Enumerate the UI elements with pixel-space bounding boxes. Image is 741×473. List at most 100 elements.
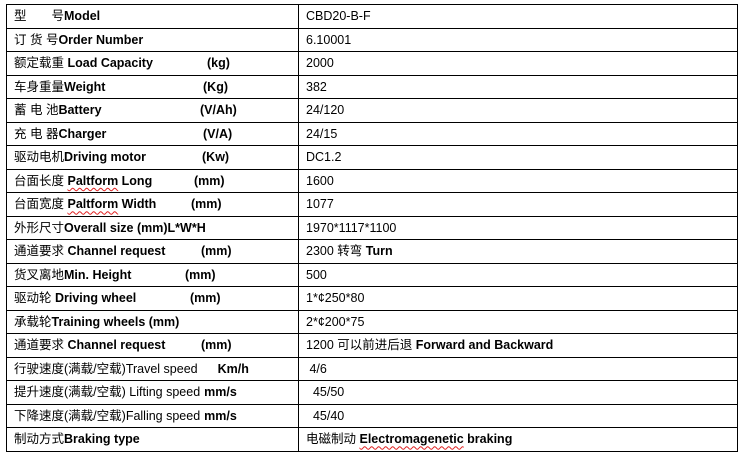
spec-label: 驱动轮 Driving wheel (mm) <box>6 286 299 311</box>
spec-row: 订 货 号Order Number 6.10001 <box>6 27 738 52</box>
spec-value: 1*¢250*80 <box>298 286 738 311</box>
label-chinese: 制动方式 <box>14 432 65 447</box>
label-chinese: 外形尺寸 <box>14 220 65 235</box>
value-text: 2300 转弯 <box>306 244 366 259</box>
spec-row: 驱动轮 Driving wheel (mm) 1*¢250*80 <box>6 286 738 311</box>
spec-row: 型 号Model CBD20-B-F <box>6 4 738 29</box>
value-text: 1077 <box>306 197 334 212</box>
value-text: 1*¢250*80 <box>306 291 365 306</box>
value-text: 24/15 <box>306 126 338 141</box>
label-english: Battery <box>58 103 102 118</box>
spec-row: 通道要求 Channel request (mm) 1200 可以前进后退 Forw… <box>6 333 738 358</box>
spec-value: 6.10001 <box>298 27 738 52</box>
spec-label: 额定载重 Load Capacity (kg) <box>6 51 299 76</box>
label-english: Driving motor <box>64 150 146 165</box>
spec-label: 承载轮Training wheels (mm) <box>6 309 299 334</box>
label-english: Travel speed <box>125 361 198 376</box>
spec-value: 1970*1117*1100 <box>298 215 738 240</box>
value-text: 45/50 <box>306 385 345 400</box>
spec-value: 1077 <box>298 192 738 217</box>
spec-table: 型 号Model CBD20-B-F 订 货 号Order Number 6.1000… <box>6 4 738 452</box>
label-unit: (V/Ah) <box>200 103 237 117</box>
spec-value: 45/40 <box>298 403 738 428</box>
value-text: 382 <box>306 79 327 94</box>
spec-value: 2*¢200*75 <box>298 309 738 334</box>
value-text: Electromagenetic <box>359 432 464 447</box>
label-unit: (Kw) <box>202 150 230 164</box>
value-text: 2000 <box>306 56 334 71</box>
value-text: Turn <box>365 244 393 259</box>
label-chinese: 型 号 <box>14 9 65 24</box>
label-english: Weight <box>64 79 106 94</box>
label-unit: (mm) <box>185 267 216 282</box>
spec-row: 行驶速度(满载/空载)Travel speed Km/h 4/6 <box>6 356 738 381</box>
value-text: 500 <box>306 267 327 282</box>
spec-row: 蓄 电 池Battery (V/Ah) 24/120 <box>6 98 738 123</box>
label-chinese: 充 电 器 <box>14 126 59 141</box>
spec-label: 提升速度(满载/空载) Lifting speed mm/s <box>6 380 299 405</box>
spec-value: 1200 可以前进后退 Forward and Backward <box>298 333 738 358</box>
spellcheck-word: Paltform <box>67 197 119 212</box>
spec-label: 台面宽度 Paltform Width (mm) <box>6 192 299 217</box>
label-english: Paltform Long <box>67 173 153 188</box>
label-chinese: 车身重量 <box>14 79 65 94</box>
value-text: DC1.2 <box>306 150 342 165</box>
spec-row: 货叉离地Min. Height (mm) 500 <box>6 262 738 287</box>
spec-value: 电磁制动 Electromagenetic braking <box>298 427 738 452</box>
spec-label: 行驶速度(满载/空载)Travel speed Km/h <box>6 356 299 381</box>
label-chinese: 额定载重 <box>14 56 68 71</box>
label-unit: (mm) <box>190 291 221 305</box>
label-unit: (mm) <box>194 173 225 188</box>
label-english: Model <box>64 9 101 24</box>
label-english: Falling speed <box>125 408 201 423</box>
spec-label: 台面长度 Paltform Long (mm) <box>6 168 299 193</box>
label-chinese: 提升速度(满载/空载) <box>14 385 130 400</box>
spec-row: 承载轮Training wheels (mm) 2*¢200*75 <box>6 309 738 334</box>
label-chinese: 蓄 电 池 <box>14 103 59 118</box>
label-chinese: 驱动轮 <box>14 291 55 306</box>
spec-label: 型 号Model <box>6 4 299 29</box>
spec-value: DC1.2 <box>298 145 738 170</box>
value-text: CBD20-B-F <box>306 9 371 24</box>
value-text: 2*¢200*75 <box>306 314 365 329</box>
spec-value: CBD20-B-F <box>298 4 738 29</box>
value-text: braking <box>463 432 513 447</box>
spec-value: 45/50 <box>298 380 738 405</box>
label-unit: mm/s <box>204 408 237 423</box>
spec-row: 台面宽度 Paltform Width (mm) 1077 <box>6 192 738 217</box>
label-unit: (Kg) <box>203 79 228 94</box>
label-english: Driving wheel <box>54 291 137 306</box>
spec-row: 下降速度(满载/空载)Falling speed mm/s 45/40 <box>6 403 738 428</box>
spec-label: 通道要求 Channel request (mm) <box>6 239 299 264</box>
spellcheck-word: Paltform <box>67 173 119 188</box>
label-chinese: 台面长度 <box>14 173 68 188</box>
value-text: 24/120 <box>306 103 345 118</box>
label-english: Charger <box>58 126 107 141</box>
label-chinese: 行驶速度(满载/空载) <box>14 361 126 376</box>
label-english: Braking type <box>64 432 140 447</box>
label-chinese: 承载轮 <box>14 314 52 329</box>
label-chinese: 通道要求 <box>14 338 68 353</box>
spec-value: 24/15 <box>298 121 738 146</box>
spec-value: 4/6 <box>298 356 738 381</box>
label-english: Order Number <box>58 32 144 47</box>
spec-value: 2000 <box>298 51 738 76</box>
label-chinese: 驱动电机 <box>14 150 65 165</box>
spec-label: 下降速度(满载/空载)Falling speed mm/s <box>6 403 299 428</box>
label-unit: (mm) <box>201 244 232 258</box>
spec-row: 台面长度 Paltform Long (mm) 1600 <box>6 168 738 193</box>
spec-value: 1600 <box>298 168 738 193</box>
spec-row: 外形尺寸Overall size (mm)L*W*H 1970*1117*1100 <box>6 215 738 240</box>
label-english: Channel request <box>67 244 166 259</box>
spec-row: 制动方式Braking type 电磁制动 Electromagenetic br… <box>6 427 738 452</box>
label-chinese: 台面宽度 <box>14 197 68 212</box>
label-chinese: 订 货 号 <box>14 32 59 47</box>
label-english: Training wheels (mm) <box>51 314 180 329</box>
spec-row: 提升速度(满载/空载) Lifting speed mm/s 45/50 <box>6 380 738 405</box>
value-text: 1600 <box>306 173 334 188</box>
spec-value: 500 <box>298 262 738 287</box>
spec-label: 通道要求 Channel request (mm) <box>6 333 299 358</box>
spec-value: 382 <box>298 74 738 99</box>
spec-row: 通道要求 Channel request (mm) 2300 转弯 Turn <box>6 239 738 264</box>
label-english: Channel request <box>67 338 166 353</box>
